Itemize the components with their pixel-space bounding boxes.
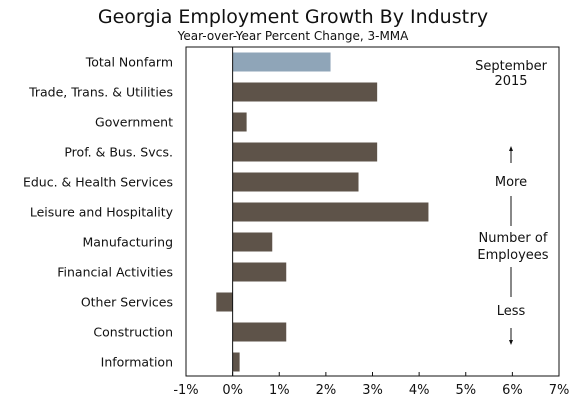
- category-label: Construction: [93, 325, 173, 340]
- x-tick-label: 6%: [502, 383, 523, 398]
- chart-title: Georgia Employment Growth By Industry: [97, 6, 489, 28]
- category-label: Government: [95, 115, 173, 130]
- bar-prof-bus-svcs: [232, 142, 378, 162]
- annotation-middle-line2: Employees: [477, 248, 548, 263]
- bar-trade-trans-utilities: [232, 82, 378, 102]
- bars-group: [216, 52, 429, 372]
- annotation-date-line1: September: [475, 59, 548, 74]
- category-label: Educ. & Health Services: [23, 175, 173, 190]
- category-label: Leisure and Hospitality: [30, 205, 174, 220]
- category-label: Other Services: [81, 295, 173, 310]
- category-label: Financial Activities: [57, 265, 173, 280]
- x-tick-label: 3%: [362, 383, 383, 398]
- bar-manufacturing: [232, 232, 273, 252]
- x-tick-labels: -1% 0% 1% 2% 3% 4% 5% 6% 7%: [173, 372, 569, 398]
- annotation-more: More: [495, 175, 527, 190]
- annotation-date-line2: 2015: [494, 74, 527, 89]
- annotation-middle-line1: Number of: [479, 231, 548, 246]
- x-tick-label: 1%: [269, 383, 290, 398]
- category-labels: Total Nonfarm Trade, Trans. & Utilities Go…: [23, 55, 174, 370]
- bar-total-nonfarm: [232, 52, 331, 72]
- annotation-less: Less: [497, 304, 526, 319]
- arrow-down-head-icon: [509, 340, 513, 345]
- x-tick-label: 0%: [222, 383, 243, 398]
- bar-government: [232, 112, 247, 132]
- category-label: Trade, Trans. & Utilities: [28, 85, 173, 100]
- category-label: Information: [101, 355, 173, 370]
- category-label: Manufacturing: [82, 235, 173, 250]
- bar-information: [232, 352, 240, 372]
- bar-leisure-and-hospitality: [232, 202, 429, 222]
- category-label: Prof. & Bus. Svcs.: [64, 145, 173, 160]
- arrow-up-head-icon: [509, 146, 513, 151]
- bar-construction: [232, 322, 287, 342]
- x-tick-label: 7%: [549, 383, 570, 398]
- bar-educ-health-services: [232, 172, 359, 192]
- x-tick-label: 5%: [455, 383, 476, 398]
- x-tick-label: -1%: [173, 383, 198, 398]
- chart-subtitle: Year-over-Year Percent Change, 3-MMA: [177, 29, 409, 43]
- bar-other-services: [216, 292, 233, 312]
- x-tick-label: 2%: [316, 383, 337, 398]
- bar-financial-activities: [232, 262, 287, 282]
- category-label: Total Nonfarm: [85, 55, 173, 70]
- x-tick-label: 4%: [409, 383, 430, 398]
